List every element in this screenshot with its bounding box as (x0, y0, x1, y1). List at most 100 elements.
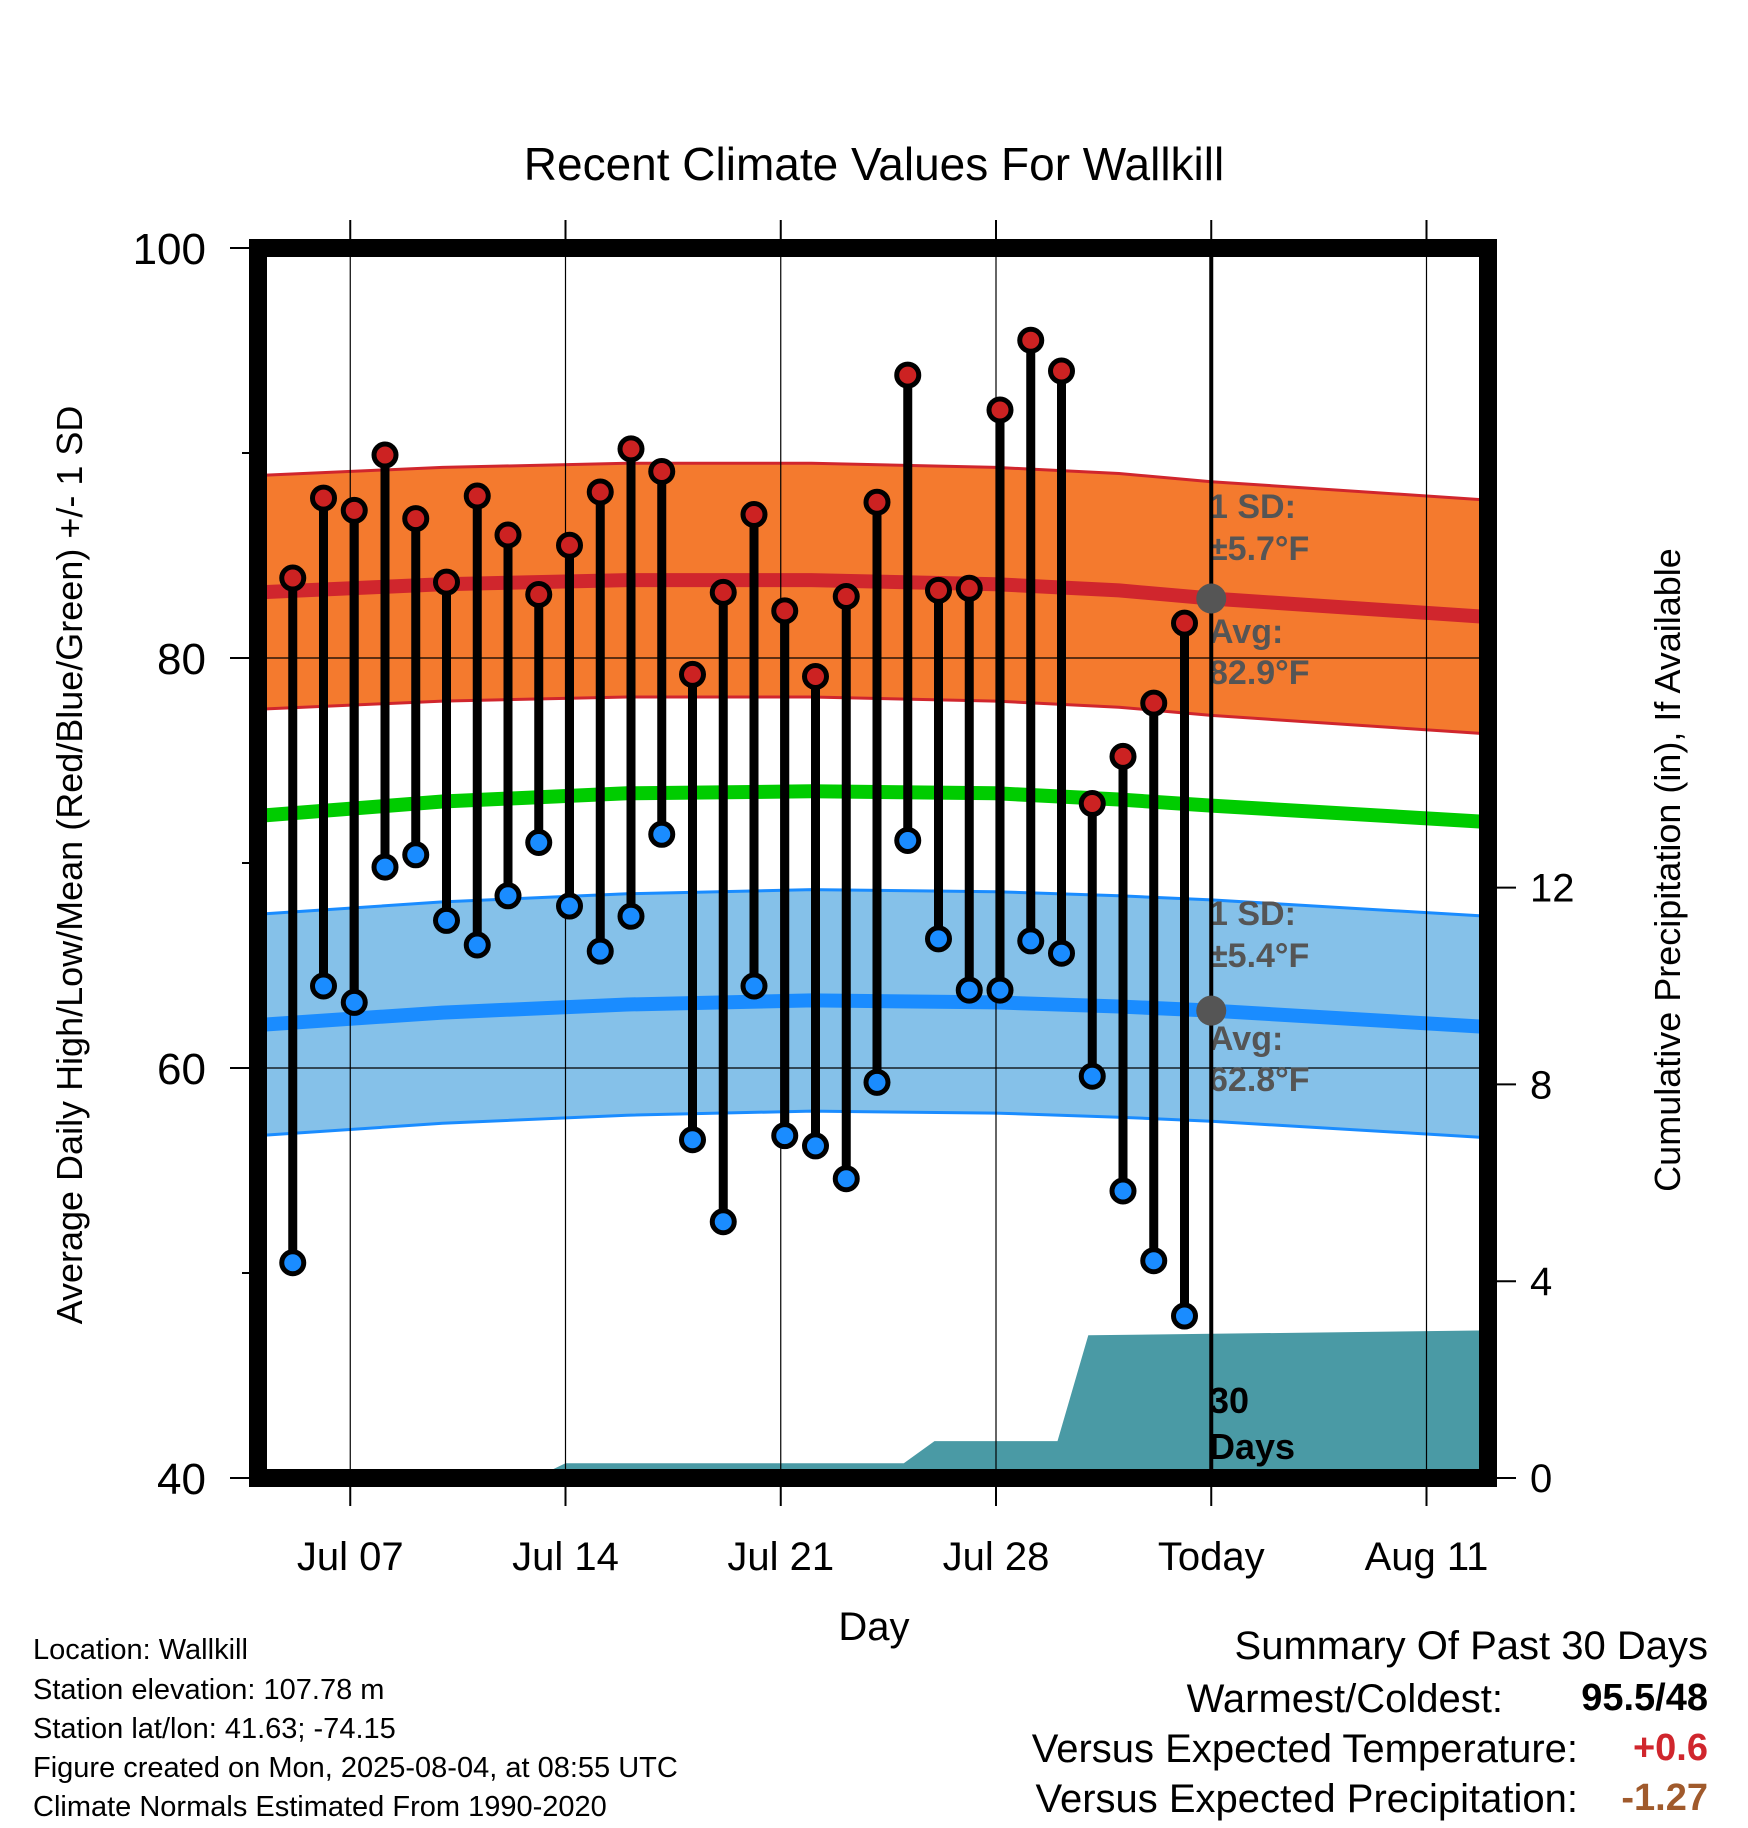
created-info: Figure created on Mon, 2025-08-04, at 08… (33, 1752, 678, 1784)
high-avg-value: 82.9°F (1209, 654, 1310, 692)
high-point (1140, 689, 1168, 717)
precip-deviation-label: Versus Expected Precipitation: (1035, 1777, 1578, 1821)
low-point (709, 1208, 737, 1236)
high-point (617, 435, 645, 463)
precipitation-area (258, 1330, 1488, 1478)
low-point (586, 937, 614, 965)
high-point (1078, 790, 1106, 818)
warm-cold-label: Warmest/Coldest: (1186, 1677, 1503, 1721)
x-tick-label: Jul 07 (297, 1535, 404, 1579)
latlon-info: Station lat/lon: 41.63; -74.15 (33, 1713, 396, 1745)
high-point (371, 441, 399, 469)
low-point (832, 1165, 860, 1193)
x-tick-label: Jul 21 (727, 1535, 834, 1579)
precip-deviation-value: -1.27 (1621, 1777, 1708, 1819)
low-point (402, 841, 430, 869)
high-point (463, 482, 491, 510)
warm-cold-value: 95.5/48 (1581, 1677, 1708, 1719)
low-point (617, 902, 645, 930)
high-point (740, 501, 768, 528)
low-sd-value: ±5.4°F (1209, 937, 1309, 975)
high-point (925, 576, 952, 604)
high-point (771, 597, 799, 625)
high-point (986, 396, 1014, 424)
high-point (832, 583, 860, 610)
high-sd-value: ±5.7°F (1209, 530, 1309, 568)
location-info: Location: Wallkill (33, 1634, 248, 1666)
low-normal-line (257, 993, 1489, 1034)
x-axis-label: Day (838, 1605, 909, 1649)
x-tick-label: Aug 11 (1365, 1535, 1489, 1579)
low-point (371, 853, 399, 881)
high-point (433, 568, 460, 596)
low-point (955, 976, 983, 1004)
high-point (1017, 326, 1045, 354)
high-point (709, 578, 737, 606)
high-point (1109, 742, 1137, 770)
elevation-info: Station elevation: 107.78 m (33, 1674, 385, 1706)
today-low-normal-dot (1196, 995, 1227, 1026)
x-tick-label: Today (1158, 1535, 1265, 1579)
y-tick-label: 100 (133, 225, 206, 274)
high-point (1048, 357, 1075, 385)
high-point (402, 505, 430, 533)
low-sd-label: 1 SD: (1209, 895, 1296, 933)
high-point (525, 580, 553, 608)
high-point (494, 521, 522, 549)
temp-deviation-label: Versus Expected Temperature: (1031, 1727, 1578, 1771)
precip-cumulative-area (258, 1330, 1488, 1478)
y2-tick-label: 8 (1530, 1063, 1552, 1107)
today-marker (1196, 248, 1227, 1478)
high-point (279, 564, 307, 592)
y2-tick-label: 0 (1530, 1457, 1552, 1501)
low-point (310, 972, 337, 1000)
low-point (802, 1132, 829, 1160)
low-point (340, 988, 368, 1016)
low-point (463, 931, 491, 959)
low-point (433, 906, 460, 934)
x-tick-label: Jul 14 (512, 1535, 619, 1579)
low-point (1017, 927, 1045, 955)
low-avg-value: 62.8°F (1209, 1061, 1310, 1099)
low-point (648, 820, 676, 848)
daily-temperature-bars (279, 326, 1198, 1330)
low-point (1078, 1062, 1106, 1090)
x-tick-label: Jul 28 (943, 1535, 1050, 1579)
high-sd-label: 1 SD: (1209, 488, 1296, 526)
low-sd-lower-line (257, 1109, 1489, 1140)
y-tick-label: 60 (157, 1045, 206, 1094)
y2-axis-label: Cumulative Precipitation (in), If Availa… (1647, 548, 1688, 1192)
window-days-label: Days (1209, 1426, 1295, 1467)
high-point (586, 478, 614, 506)
summary-temp-row: Versus Expected Temperature: +0.6 (908, 1727, 1708, 1775)
low-point (525, 829, 553, 856)
low-avg-label: Avg: (1209, 1020, 1283, 1058)
low-point (494, 882, 522, 910)
normals-info: Climate Normals Estimated From 1990-2020 (33, 1791, 607, 1823)
high-point (648, 457, 676, 485)
y2-tick-label: 4 (1530, 1260, 1552, 1304)
high-point (894, 361, 922, 389)
window-days-number: 30 (1209, 1380, 1249, 1421)
low-point (894, 826, 922, 854)
high-point (556, 531, 583, 559)
high-point (679, 660, 706, 688)
high-point (340, 496, 368, 524)
high-point (1171, 609, 1198, 637)
high-point (863, 488, 891, 516)
low-point (1109, 1177, 1137, 1205)
high-avg-label: Avg: (1209, 613, 1283, 651)
y-axis-label: Average Daily High/Low/Mean (Red/Blue/Gr… (49, 406, 90, 1325)
low-point (1171, 1302, 1198, 1330)
summary-warm-cold-row: Warmest/Coldest: 95.5/48 (908, 1677, 1708, 1725)
high-point (310, 484, 337, 512)
y-tick-label: 80 (157, 635, 206, 684)
high-point (802, 662, 829, 690)
low-point (556, 892, 583, 920)
low-point (279, 1249, 307, 1277)
low-point (1140, 1247, 1168, 1275)
temp-deviation-value: +0.6 (1632, 1727, 1708, 1769)
